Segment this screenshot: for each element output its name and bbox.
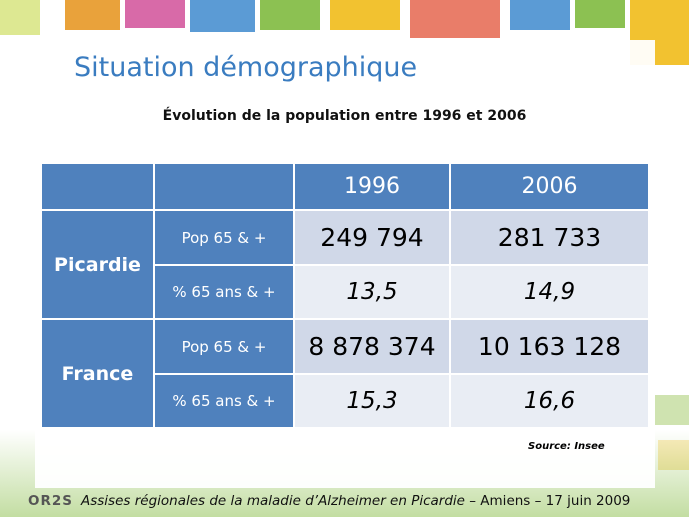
data-row: France Pop 65 & +8 878 374 10 163 128 <box>40 318 650 429</box>
row-label: % 65 ans & + <box>153 373 295 429</box>
empty-cell <box>40 162 155 211</box>
row-label: Pop 65 & + <box>153 209 295 266</box>
place-date: – Amiens – 17 juin 2009 <box>464 493 631 509</box>
cell-value: 13,5 <box>293 264 451 320</box>
cell-value: 10 163 128 <box>449 318 650 375</box>
data-row: Picardie Pop 65 & +249 794 281 733 <box>40 209 650 320</box>
group-header: Picardie <box>40 209 155 320</box>
data-table: 1996 2006 Picardie Pop 65 & +249 794 281 733… <box>40 162 650 429</box>
empty-cell <box>153 162 295 211</box>
data-row: % 65 ans & +13,5 14,9 <box>41 264 650 320</box>
subtitle: Évolution de la population entre 1996 et… <box>162 108 527 124</box>
cell-value: 14,9 <box>449 264 650 320</box>
data-row: % 65 ans & +15,3 16,6 <box>41 373 650 429</box>
source: Source: Insee <box>528 441 605 452</box>
column-header: 2006 <box>449 162 650 211</box>
row-label: Pop 65 & + <box>153 318 295 375</box>
cell-value: 8 878 374 <box>293 318 451 375</box>
logo: OR2S <box>28 493 73 509</box>
header-row: 1996 2006 <box>40 162 650 211</box>
event: Assises régionales de la maladie d’Alzhe… <box>81 493 465 509</box>
column-header: 1996 <box>293 162 451 211</box>
cell-value: 281 733 <box>449 209 650 266</box>
footer: OR2S Assises régionales de la maladie d’A… <box>28 493 630 509</box>
row-label: % 65 ans & + <box>153 264 295 320</box>
cell-value: 16,6 <box>449 373 650 429</box>
cell-value: 249 794 <box>293 209 451 266</box>
group-header: France <box>40 318 155 429</box>
title: Situation démographique <box>74 52 418 83</box>
cell-value: 15,3 <box>293 373 451 429</box>
